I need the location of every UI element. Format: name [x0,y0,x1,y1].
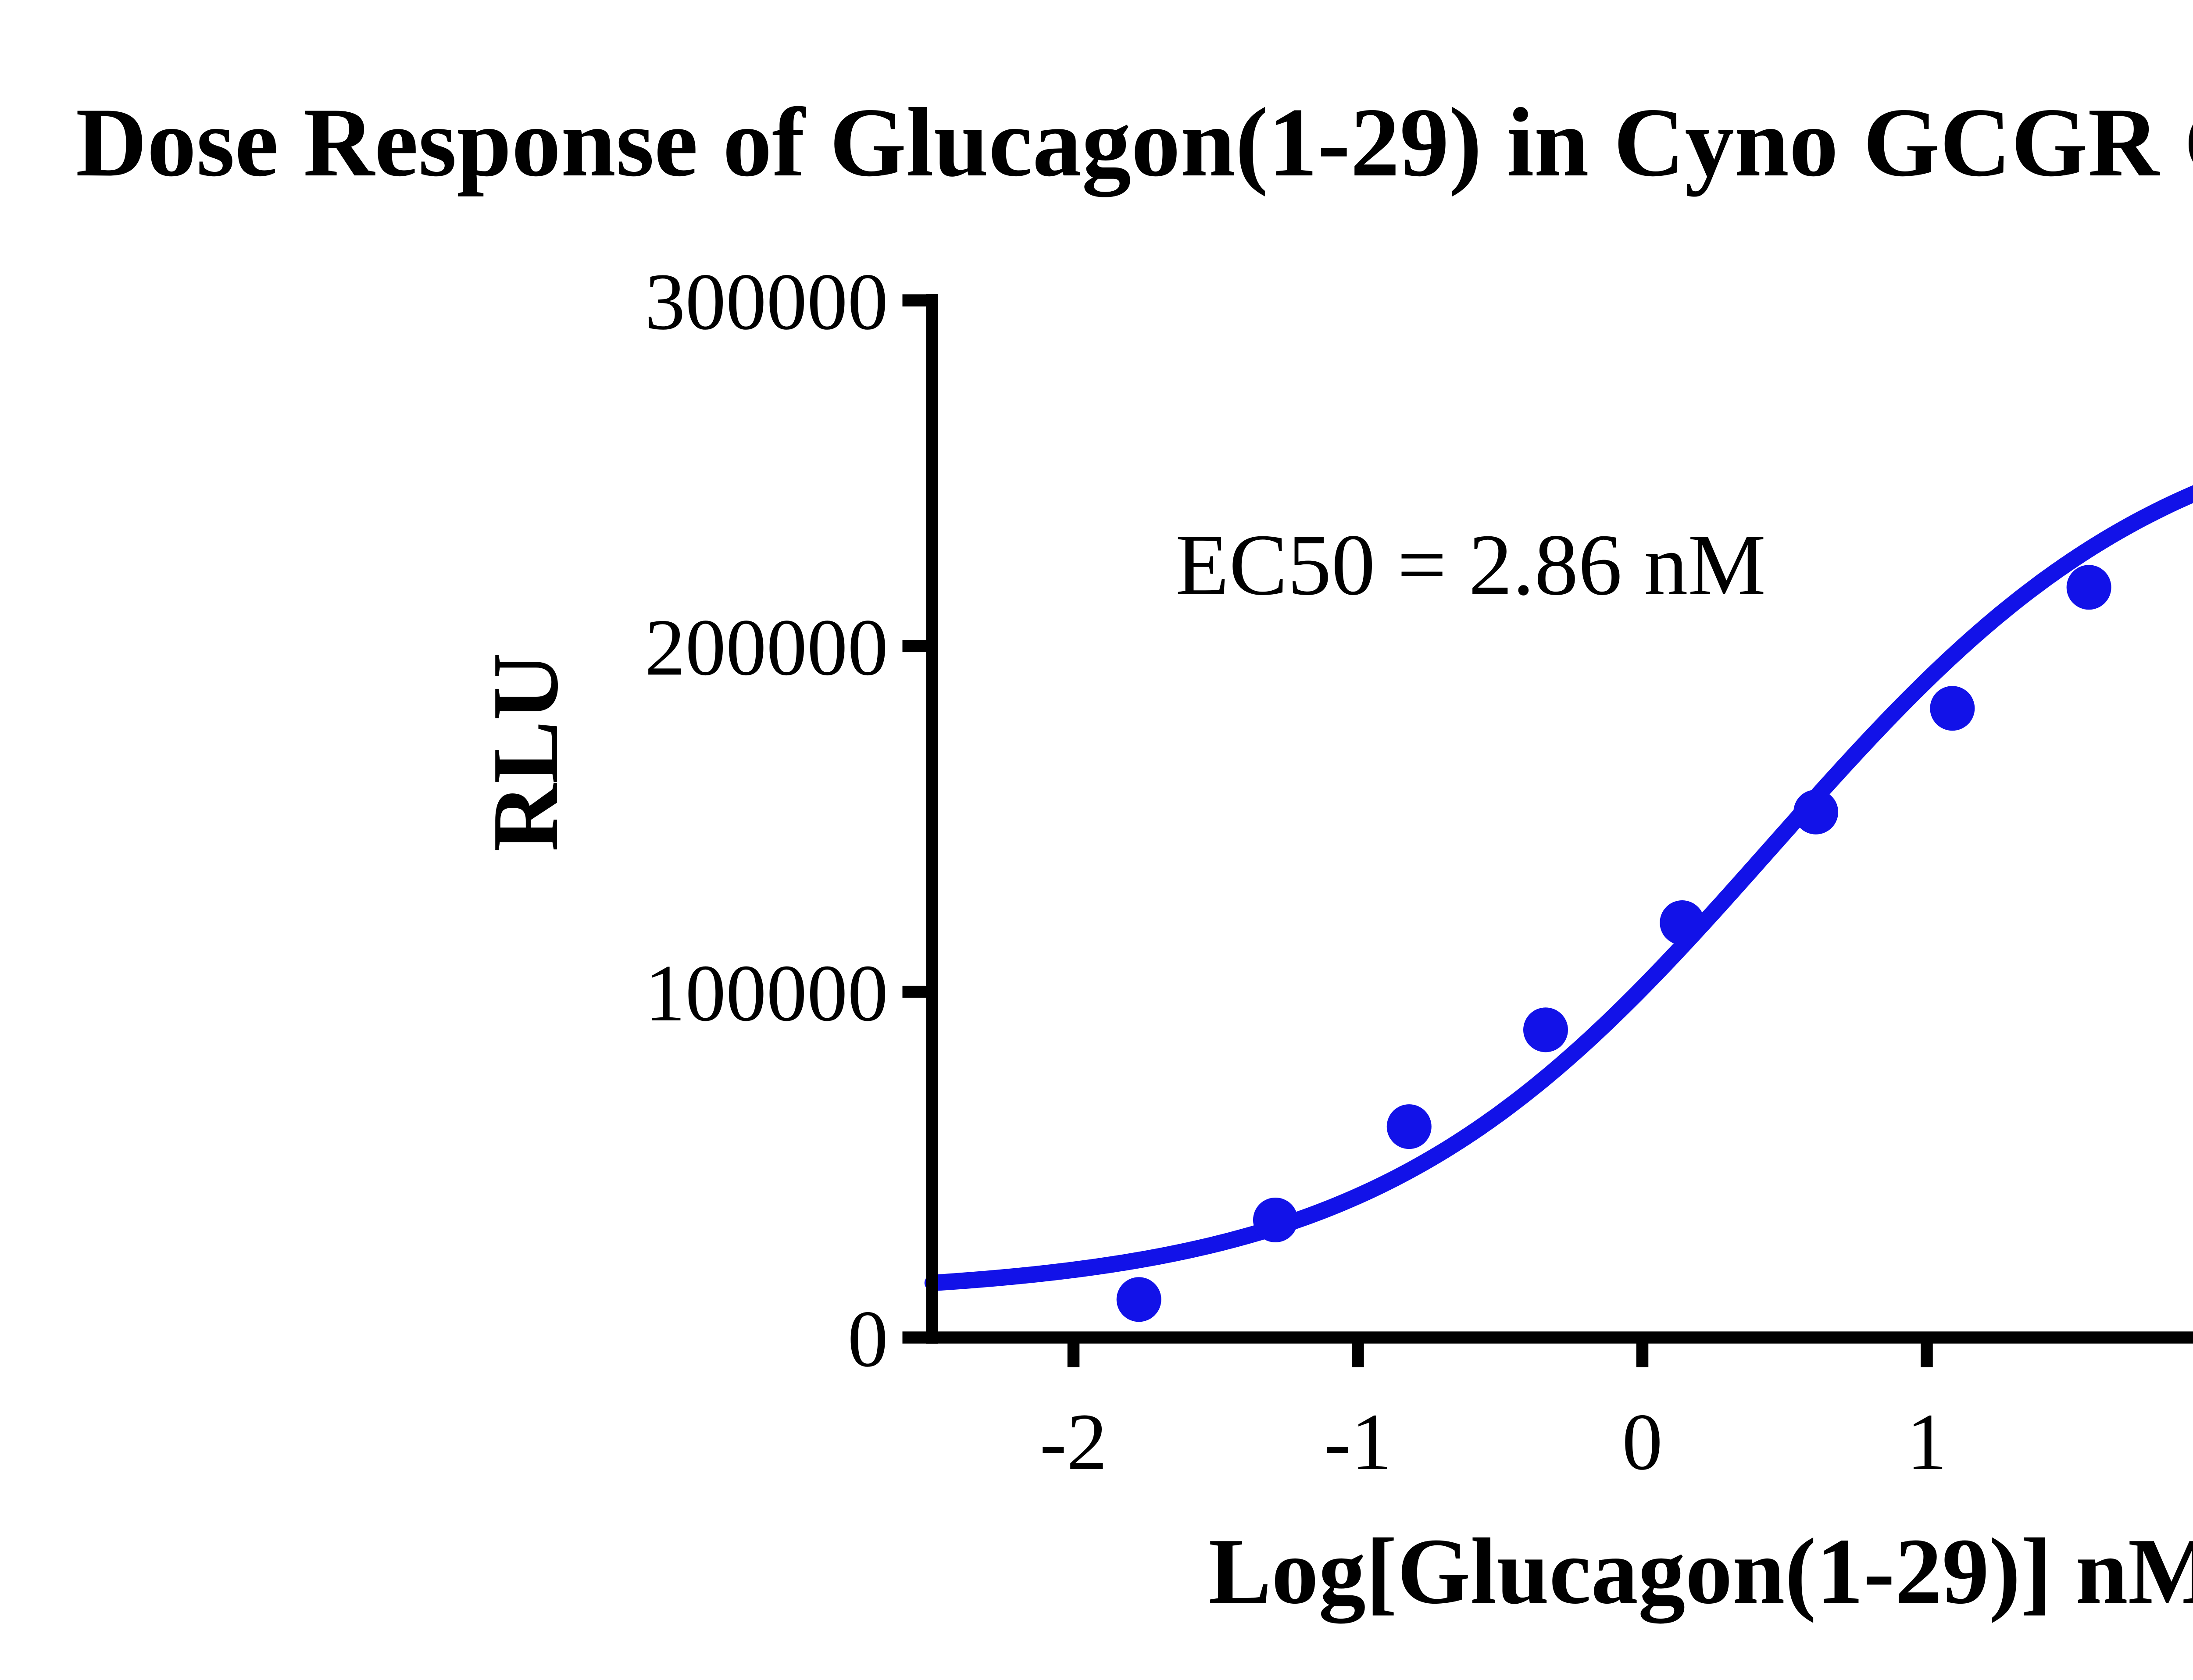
data-point [1523,1007,1568,1052]
axes [926,294,2193,1344]
ec50-annotation: EC50 = 2.86 nM [1175,517,1766,614]
chart-title: Dose Response of Glucagon(1-29) in Cyno … [76,87,2193,197]
data-point [1793,789,1839,835]
series-layer [924,485,2193,1322]
data-point [1253,1197,1298,1242]
data-point [1930,686,1975,731]
y-axis-title: RLU [473,653,578,852]
x-tick-label: 1 [1907,1397,1947,1487]
y-tick-label: 300000 [645,257,888,347]
x-tick-label: 2 [2191,1397,2193,1487]
fit-curve [924,485,2193,1291]
data-point [1116,1277,1161,1322]
y-tick-label: 200000 [645,603,888,692]
x-axis-title: Log[Glucagon(1-29)] nM [1208,1519,2193,1623]
data-point [2066,565,2111,610]
data-point [1386,1104,1432,1149]
x-tick-label: 0 [1622,1397,1663,1487]
data-point [1660,900,1705,945]
x-axis-ticks: -2-10123 [1039,1337,2193,1487]
y-tick-label: 0 [848,1294,889,1384]
x-tick-label: -1 [1324,1397,1392,1487]
y-axis-ticks: 0 100000 200000 300000 [645,257,932,1384]
y-tick-label: 100000 [645,949,888,1038]
x-tick-label: -2 [1039,1397,1107,1487]
